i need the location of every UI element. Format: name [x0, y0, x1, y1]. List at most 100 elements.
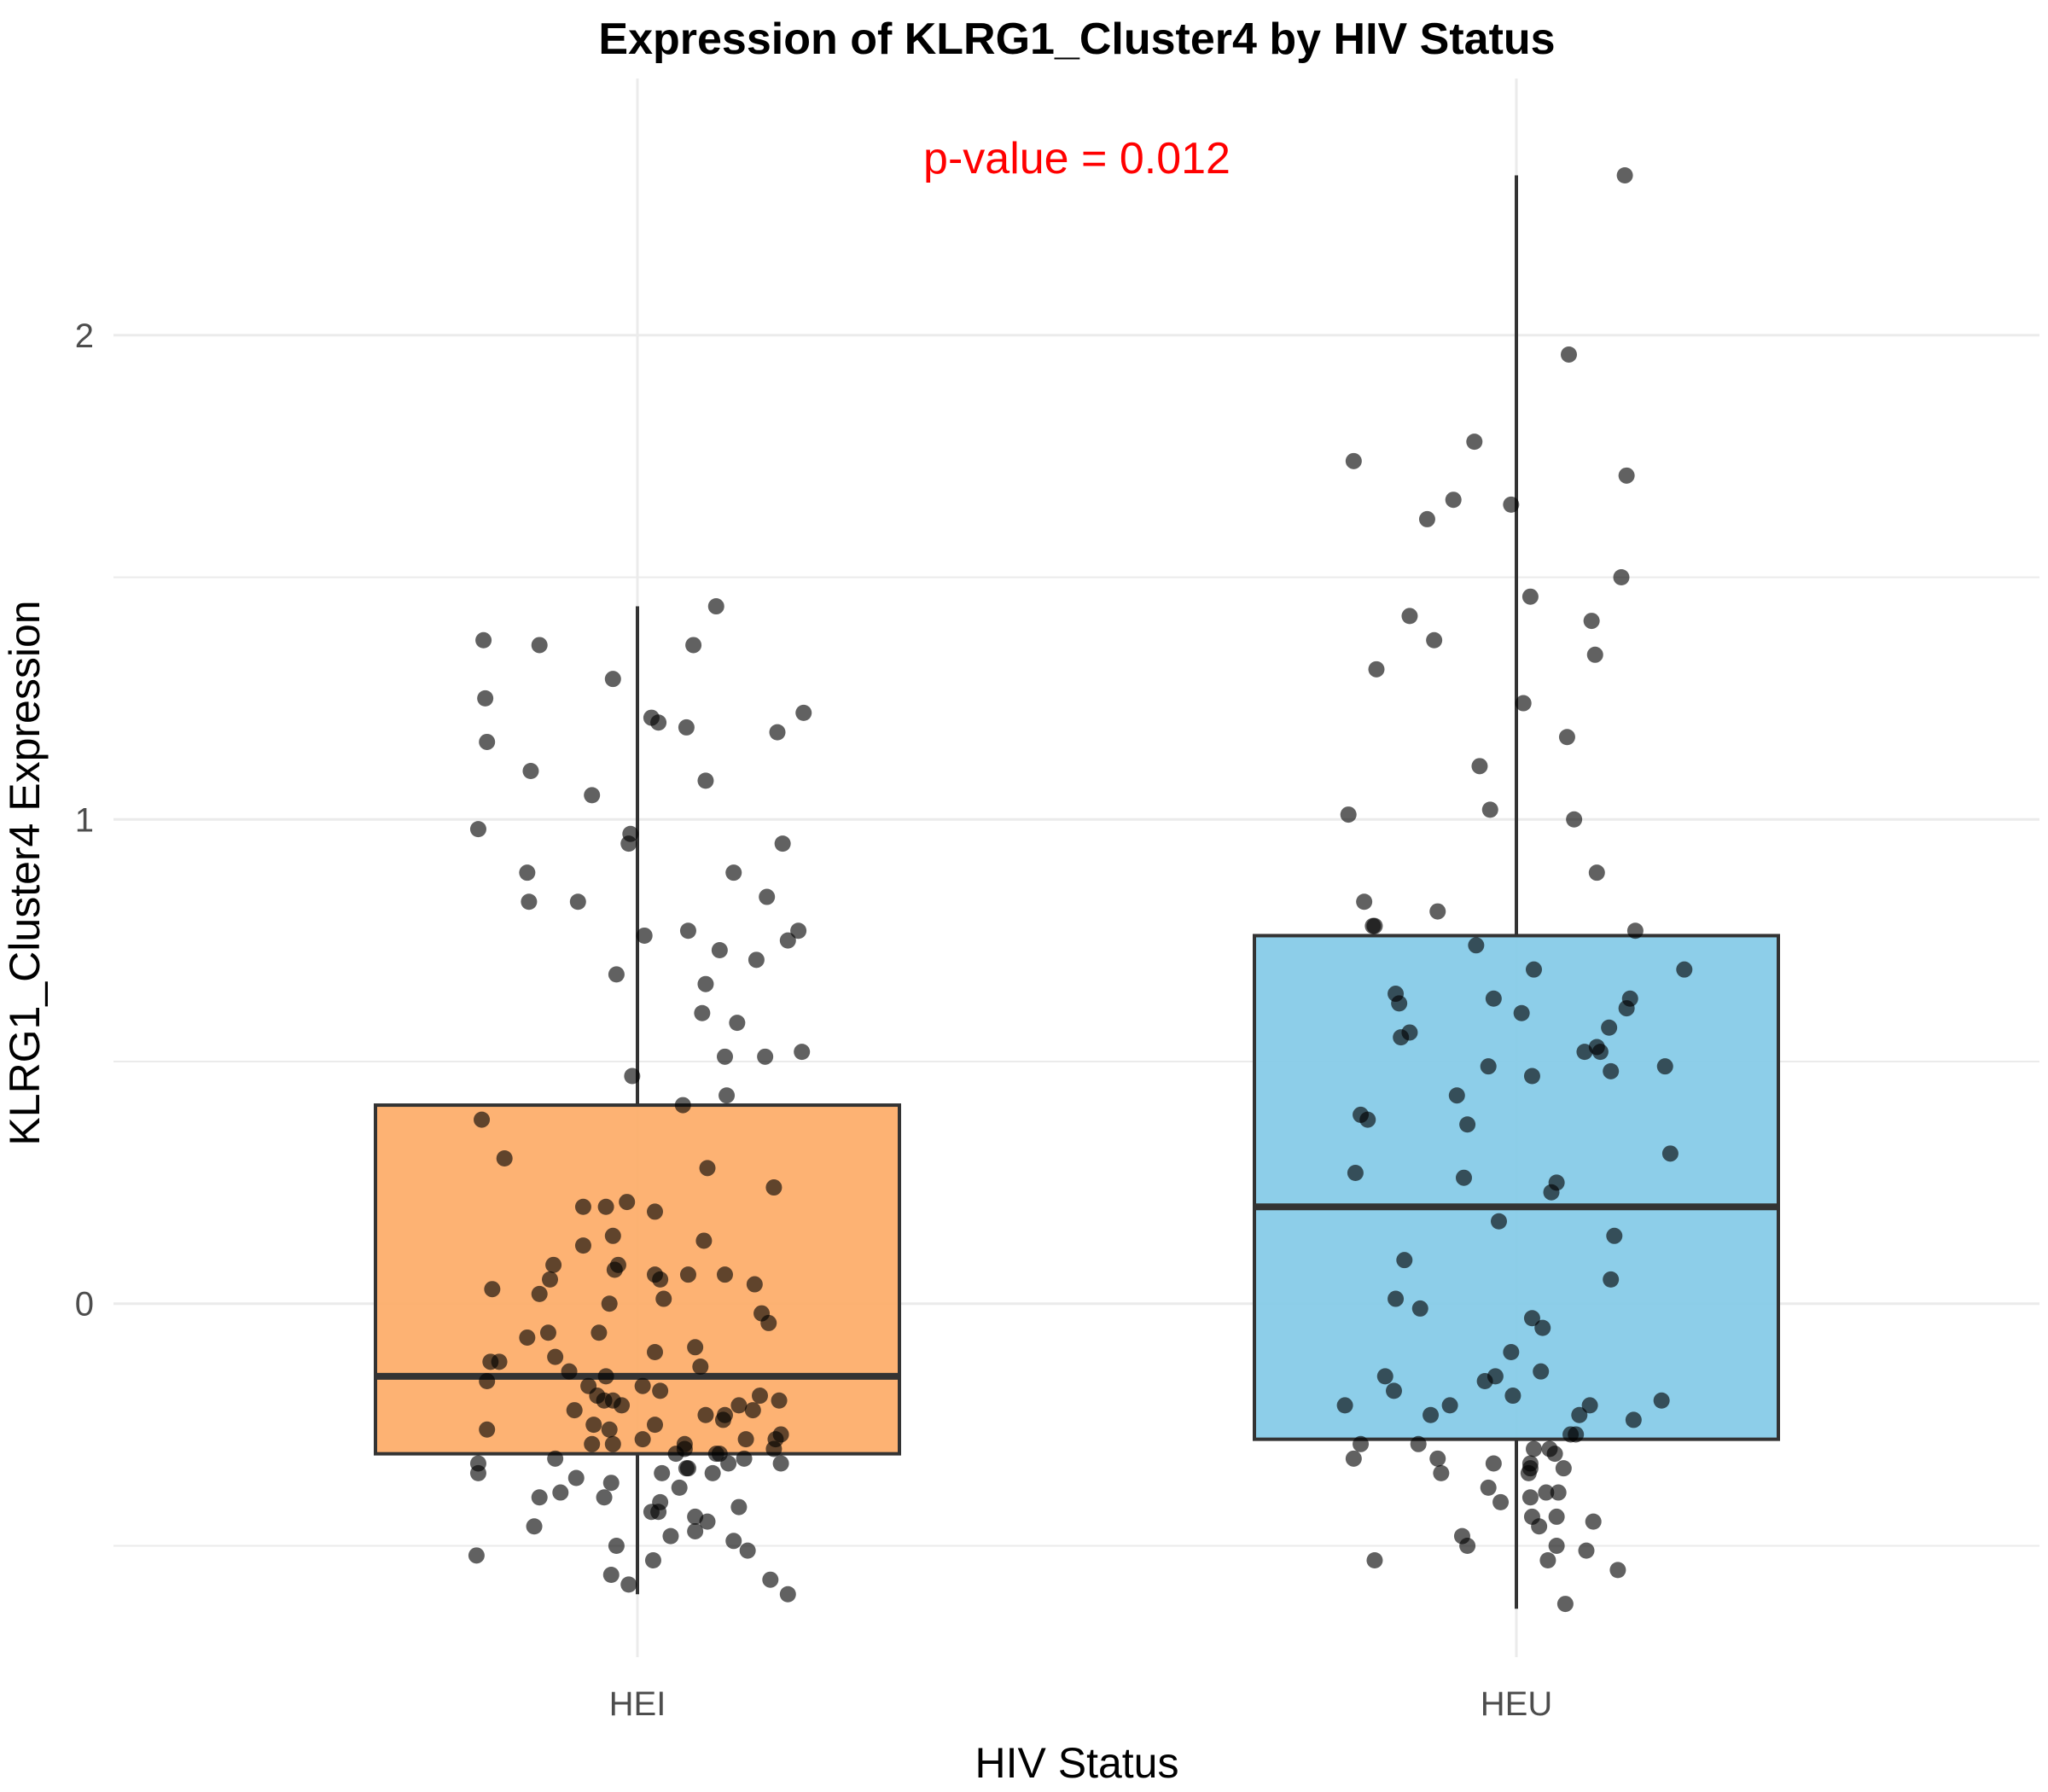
data-point	[1571, 1406, 1588, 1423]
data-point	[1555, 1460, 1572, 1477]
data-point	[1591, 1044, 1609, 1061]
data-point	[757, 1048, 774, 1065]
data-point	[674, 1097, 691, 1114]
data-point	[519, 864, 536, 881]
data-point	[1441, 1397, 1458, 1414]
data-point	[1561, 346, 1577, 363]
data-point	[759, 888, 776, 905]
data-point	[547, 1450, 564, 1467]
data-point	[1445, 492, 1462, 509]
data-point	[671, 1479, 688, 1496]
data-point	[692, 1359, 709, 1376]
data-point	[479, 1373, 496, 1390]
data-point	[654, 1464, 671, 1481]
data-point	[699, 1160, 716, 1177]
data-point	[474, 1111, 491, 1128]
data-point	[1504, 1388, 1521, 1405]
data-point	[725, 1533, 742, 1550]
data-point	[736, 1450, 753, 1467]
data-point	[719, 1087, 736, 1104]
data-point	[584, 787, 601, 804]
data-point	[1543, 1184, 1560, 1201]
data-point	[624, 1068, 641, 1085]
data-point	[545, 1256, 562, 1273]
data-point	[1618, 1000, 1635, 1017]
data-point	[1411, 1300, 1428, 1317]
data-point	[1526, 1440, 1542, 1457]
data-point	[1468, 937, 1485, 954]
data-point	[744, 1402, 761, 1419]
data-point	[1521, 588, 1539, 605]
data-point	[1653, 1392, 1670, 1409]
data-point	[1396, 1252, 1413, 1269]
data-point	[1471, 758, 1488, 775]
data-point	[739, 1542, 756, 1559]
data-point	[469, 821, 486, 838]
data-point	[604, 1227, 621, 1244]
data-point	[602, 1567, 620, 1584]
data-point	[1603, 1062, 1620, 1079]
data-point	[779, 1585, 796, 1603]
data-point	[687, 1339, 704, 1356]
data-point	[1456, 1169, 1472, 1186]
data-point	[602, 1475, 620, 1492]
data-point	[730, 1397, 748, 1414]
data-point	[526, 1518, 543, 1535]
data-point	[1347, 1165, 1364, 1182]
data-point	[1526, 961, 1542, 978]
data-point	[566, 1402, 583, 1419]
data-point	[1345, 452, 1362, 469]
data-point	[1366, 1552, 1383, 1569]
data-point	[1485, 1455, 1502, 1472]
data-point	[714, 1411, 731, 1428]
y-axis-title: KLRG1_Cluster4 Expression	[1, 600, 49, 1145]
data-point	[1550, 1484, 1567, 1501]
data-point	[678, 719, 695, 736]
data-point	[704, 1464, 721, 1481]
data-point	[574, 1237, 591, 1254]
data-point	[601, 1295, 618, 1312]
data-point	[1533, 1363, 1550, 1380]
data-point	[1531, 1518, 1548, 1535]
data-point	[730, 1498, 748, 1516]
data-point	[1566, 811, 1583, 828]
data-point	[1401, 608, 1418, 625]
data-point	[482, 1353, 499, 1370]
data-point	[1548, 1537, 1565, 1554]
data-point	[1340, 806, 1357, 823]
data-point	[561, 1363, 578, 1380]
data-point	[1481, 801, 1498, 818]
data-point	[1521, 1489, 1539, 1506]
data-point	[567, 1469, 585, 1487]
data-point	[1366, 917, 1383, 934]
data-point	[1661, 1145, 1679, 1162]
data-point	[1578, 1542, 1595, 1559]
data-point	[1520, 1464, 1537, 1481]
data-point	[1562, 1426, 1580, 1443]
data-point	[687, 1508, 704, 1525]
data-point	[694, 1004, 711, 1021]
data-point	[748, 951, 765, 969]
data-point	[1585, 1513, 1602, 1530]
data-point	[752, 1388, 768, 1405]
data-point	[647, 1343, 663, 1360]
data-point	[697, 772, 714, 789]
data-point	[795, 704, 812, 721]
data-point	[1606, 1227, 1623, 1244]
data-point	[479, 733, 496, 750]
data-point	[1480, 1479, 1497, 1496]
data-point	[679, 1266, 696, 1283]
data-point	[1336, 1397, 1353, 1414]
data-point	[1423, 1406, 1440, 1423]
data-point	[531, 1285, 548, 1302]
tick-labels: 0 1 2 HEI HEU	[75, 317, 1552, 1723]
data-point	[484, 1281, 501, 1298]
data-point	[1601, 1019, 1618, 1036]
data-point	[779, 932, 796, 949]
data-point	[1588, 864, 1605, 881]
data-point	[1618, 467, 1635, 484]
data-point	[636, 927, 653, 944]
data-point	[655, 1290, 672, 1307]
data-point	[475, 631, 492, 649]
